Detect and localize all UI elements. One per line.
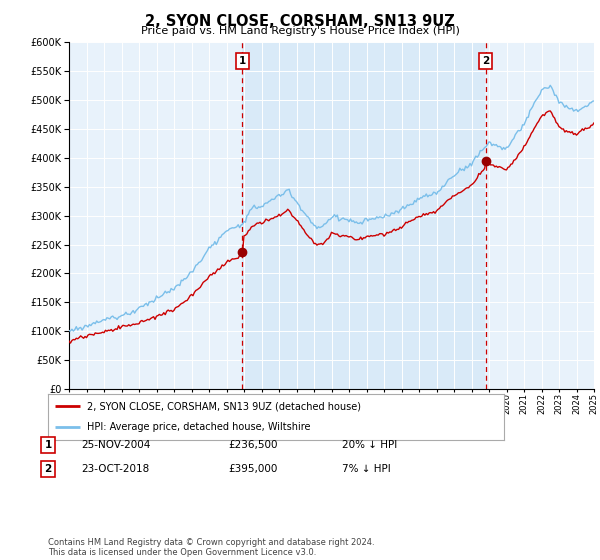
Bar xyxy=(242,42,485,389)
Text: 2, SYON CLOSE, CORSHAM, SN13 9UZ (detached house): 2, SYON CLOSE, CORSHAM, SN13 9UZ (detach… xyxy=(87,401,361,411)
Text: 2: 2 xyxy=(482,56,489,66)
Text: 2: 2 xyxy=(44,464,52,474)
Text: HPI: Average price, detached house, Wiltshire: HPI: Average price, detached house, Wilt… xyxy=(87,422,310,432)
Text: 20% ↓ HPI: 20% ↓ HPI xyxy=(342,440,397,450)
Text: 1: 1 xyxy=(44,440,52,450)
Text: £395,000: £395,000 xyxy=(228,464,277,474)
Text: 23-OCT-2018: 23-OCT-2018 xyxy=(81,464,149,474)
Text: £236,500: £236,500 xyxy=(228,440,277,450)
Text: 2, SYON CLOSE, CORSHAM, SN13 9UZ: 2, SYON CLOSE, CORSHAM, SN13 9UZ xyxy=(145,14,455,29)
Text: Contains HM Land Registry data © Crown copyright and database right 2024.
This d: Contains HM Land Registry data © Crown c… xyxy=(48,538,374,557)
Text: 7% ↓ HPI: 7% ↓ HPI xyxy=(342,464,391,474)
Text: 1: 1 xyxy=(239,56,246,66)
Text: 25-NOV-2004: 25-NOV-2004 xyxy=(81,440,151,450)
Text: Price paid vs. HM Land Registry's House Price Index (HPI): Price paid vs. HM Land Registry's House … xyxy=(140,26,460,36)
